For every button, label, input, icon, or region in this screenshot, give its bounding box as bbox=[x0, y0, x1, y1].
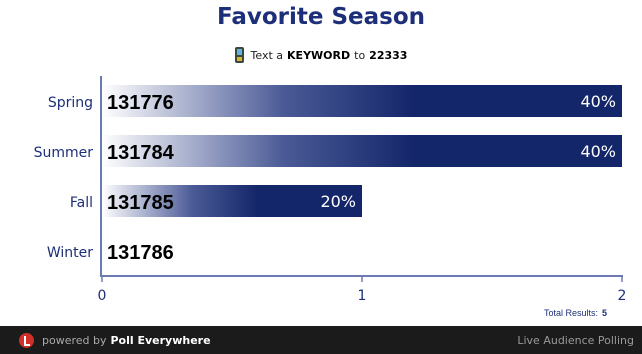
category-label: Spring bbox=[48, 95, 93, 111]
percent-label: 40% bbox=[580, 142, 616, 161]
brand-link[interactable]: Poll Everywhere bbox=[110, 333, 211, 347]
total-results-label: Total Results: bbox=[544, 308, 598, 318]
bar-summer bbox=[102, 135, 622, 167]
keyword-label: 131784 bbox=[107, 142, 175, 164]
instruction-number: 22333 bbox=[369, 48, 408, 62]
instruction-keyword: KEYWORD bbox=[287, 48, 351, 62]
keyword-label: 131785 bbox=[107, 192, 174, 214]
x-tick-label: 0 bbox=[98, 288, 107, 304]
powered-by-text: powered by bbox=[42, 333, 107, 347]
chart-title: Favorite Season bbox=[216, 4, 426, 30]
keyword-label: 131776 bbox=[107, 92, 174, 114]
total-results-value: 5 bbox=[602, 308, 607, 318]
tagline-text: Live Audience Polling bbox=[517, 333, 634, 347]
bar-fall bbox=[102, 185, 362, 217]
category-label: Summer bbox=[34, 145, 94, 161]
x-tick-label: 1 bbox=[358, 288, 367, 304]
category-label: Winter bbox=[47, 245, 93, 261]
instruction-prefix: Text a bbox=[250, 48, 284, 62]
x-tick-label: 2 bbox=[618, 288, 627, 304]
phone-icon bbox=[234, 47, 244, 63]
sms-instruction: Text a KEYWORD to 22333 bbox=[0, 47, 642, 63]
bar-spring bbox=[102, 85, 622, 117]
keyword-label: 131786 bbox=[107, 242, 174, 264]
footer-bar: powered by Poll Everywhere Live Audience… bbox=[0, 326, 642, 354]
category-label: Fall bbox=[70, 195, 93, 211]
poll-everywhere-logo-icon[interactable] bbox=[19, 332, 34, 348]
instruction-middle: to bbox=[354, 48, 366, 62]
percent-label: 40% bbox=[580, 92, 616, 111]
bar-chart: Spring 131776 40% Summer 131784 40% Fall 131785… bbox=[34, 76, 627, 318]
percent-label: 20% bbox=[320, 192, 356, 211]
